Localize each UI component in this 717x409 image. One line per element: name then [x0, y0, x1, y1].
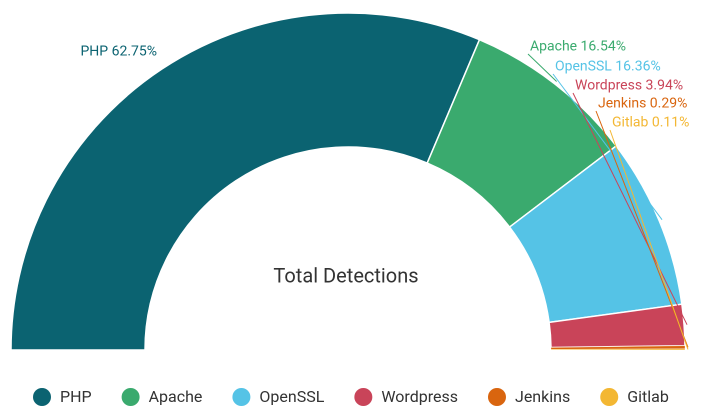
data-label: Jenkins 0.29% — [598, 96, 687, 112]
legend-label: OpenSSL — [259, 387, 324, 406]
data-label: Apache 16.54% — [530, 39, 626, 55]
slice — [10, 12, 481, 351]
leader-line — [552, 73, 663, 220]
legend-label: Gitlab — [627, 387, 669, 406]
legend-label: Wordpress — [381, 387, 458, 406]
legend-marker — [121, 388, 140, 406]
leader-line — [595, 110, 689, 348]
leader-line — [609, 129, 689, 350]
legend-marker — [354, 388, 373, 406]
data-label: OpenSSL 16.36% — [555, 59, 661, 75]
data-label: Gitlab 0.11% — [612, 115, 689, 131]
legend-marker — [487, 388, 506, 406]
data-label: PHP 62.75% — [80, 44, 157, 60]
leader-line — [572, 92, 688, 325]
legend-label: PHP — [60, 387, 92, 406]
data-label: Wordpress 3.94% — [575, 78, 683, 94]
legend-label: Apache — [149, 387, 203, 406]
leader-line — [527, 53, 557, 82]
slice — [550, 348, 686, 351]
legend-marker — [232, 388, 251, 406]
legend-marker — [33, 388, 51, 406]
center-text: Total Detections — [273, 263, 418, 287]
legend-marker — [600, 388, 619, 406]
legend-label: Jenkins — [515, 387, 570, 406]
